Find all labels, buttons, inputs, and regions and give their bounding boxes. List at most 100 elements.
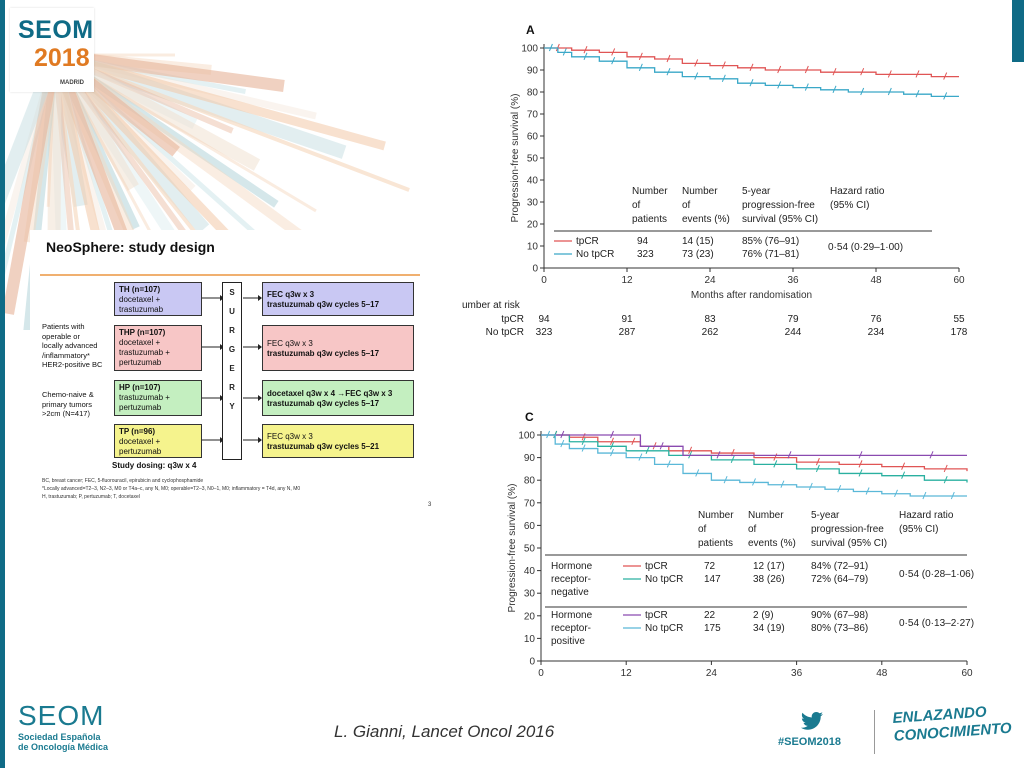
y-tick-label: 70	[524, 498, 536, 509]
legend-label: No tpCR	[645, 574, 683, 585]
group-label: positive	[551, 636, 585, 647]
panel-letter: A	[526, 23, 535, 37]
post-hp-box: docetaxel q3w x 4 →FEC q3w x 3 trastuzum…	[262, 380, 414, 416]
censor-mark	[858, 469, 863, 477]
left-accent-bar	[0, 0, 5, 768]
badge-year-text: 2018	[34, 44, 90, 72]
y-tick-label: 40	[527, 176, 539, 187]
table-header-text: survival (95% CI)	[811, 538, 887, 549]
table-events: 14 (15)	[682, 236, 714, 247]
group-label: receptor-	[551, 623, 591, 634]
x-tick-label: 12	[621, 668, 633, 679]
table-header-text: events (%)	[682, 214, 730, 225]
badge-city-text: MADRID	[60, 80, 84, 86]
censor-mark	[780, 480, 785, 488]
post-th-box: FEC q3w x 3 trastuzumab q3w cycles 5–17	[262, 282, 414, 316]
chemo-description: Chemo-naive & primary tumors >2cm (N=417…	[42, 390, 94, 418]
censor-mark	[716, 451, 721, 459]
group-label: receptor-	[551, 574, 591, 585]
censor-mark	[858, 451, 863, 459]
table-header-text: survival (95% CI)	[742, 214, 818, 225]
seom-footer-logo: SEOM Sociedad Española de Oncología Médi…	[18, 700, 108, 752]
x-tick-label: 36	[791, 668, 803, 679]
at-risk-value: 178	[951, 327, 968, 338]
x-tick-label: 24	[706, 668, 718, 679]
table-patients: 72	[704, 561, 716, 572]
table-header-text: patients	[632, 214, 667, 225]
censor-mark	[777, 65, 782, 74]
panel-letter: C	[525, 410, 534, 424]
censor-mark	[901, 471, 906, 479]
censor-mark	[723, 476, 728, 484]
table-patients: 22	[704, 610, 716, 621]
slogan: ENLAZANDO CONOCIMIENTO	[892, 702, 1012, 746]
censor-mark	[638, 63, 643, 71]
y-tick-label: 50	[527, 154, 539, 165]
y-tick-label: 0	[529, 657, 535, 668]
table-pfs: 72% (64–79)	[811, 574, 868, 585]
table-header-text: patients	[698, 538, 733, 549]
censor-mark	[858, 460, 863, 468]
censor-mark	[777, 81, 782, 89]
y-tick-label: 90	[524, 453, 536, 464]
footnote-1: BC, breast cancer; FEC, 5-fluorouracil, …	[42, 478, 204, 484]
series-line-no-tpcr	[544, 47, 959, 98]
censor-mark	[922, 491, 927, 500]
table-header-text: Number	[682, 186, 718, 197]
table-header-text: of	[682, 200, 691, 211]
series-line-hr-positive-no-tpcr	[541, 434, 967, 497]
table-pfs: 80% (73–86)	[811, 623, 868, 634]
censor-mark	[666, 54, 671, 63]
table-patients: 94	[637, 236, 649, 247]
censor-mark	[631, 437, 636, 445]
table-header-text: (95% CI)	[899, 524, 938, 535]
censor-mark	[638, 52, 643, 60]
censor-mark	[887, 70, 892, 78]
censor-mark	[943, 464, 948, 473]
censor-mark	[610, 437, 614, 445]
censor-mark	[773, 460, 778, 468]
table-header-text: (95% CI)	[830, 200, 869, 211]
censor-mark	[815, 457, 820, 466]
patients-description: Patients with operable or locally advanc…	[42, 322, 103, 369]
censor-mark	[560, 430, 565, 439]
censor-mark	[610, 430, 614, 439]
censor-mark	[694, 72, 699, 80]
y-tick-label: 100	[521, 44, 538, 55]
table-patients: 175	[704, 623, 721, 634]
at-risk-value: 287	[619, 327, 636, 338]
burst-ray	[54, 53, 410, 192]
burst-ray	[47, 54, 62, 330]
censor-mark	[583, 46, 588, 54]
censor-mark	[659, 442, 664, 450]
table-header-text: of	[632, 200, 641, 211]
censor-mark	[808, 482, 813, 491]
at-risk-value: 262	[702, 327, 719, 338]
at-risk-value: 79	[787, 314, 799, 325]
y-tick-label: 20	[524, 611, 536, 622]
table-pfs: 84% (72–91)	[811, 561, 868, 572]
y-axis-label: Progression-free survival (%)	[507, 484, 518, 613]
table-header-text: Number	[698, 510, 734, 521]
citation: L. Gianni, Lancet Oncol 2016	[334, 722, 555, 741]
y-tick-label: 60	[527, 132, 539, 143]
y-tick-label: 0	[532, 264, 538, 275]
table-header-text: progression-free	[811, 524, 884, 535]
y-tick-label: 20	[527, 220, 539, 231]
x-tick-label: 12	[621, 275, 633, 286]
censor-mark	[804, 65, 809, 74]
chart-panel-c: C 0 10 20 30 40 50 60 70 80 90 100 0 12 24 36 48 60 Progre…	[507, 410, 974, 679]
table-pfs: 85% (76–91)	[742, 236, 799, 247]
burst-ray	[53, 50, 386, 151]
censor-mark	[611, 48, 616, 56]
table-hazard: 0·54 (0·29–1·00)	[828, 242, 903, 253]
censor-mark	[610, 448, 614, 457]
table-header-text: Number	[632, 186, 668, 197]
table-hazard: 0·54 (0·13–2·27)	[899, 618, 974, 629]
censor-mark	[721, 74, 726, 82]
post-tp-box: FEC q3w x 3 trastuzumab q3w cycles 5–21	[262, 424, 414, 458]
censor-mark	[950, 491, 955, 500]
censor-mark	[915, 90, 920, 98]
censor-mark	[694, 59, 699, 67]
censor-mark	[638, 453, 643, 461]
